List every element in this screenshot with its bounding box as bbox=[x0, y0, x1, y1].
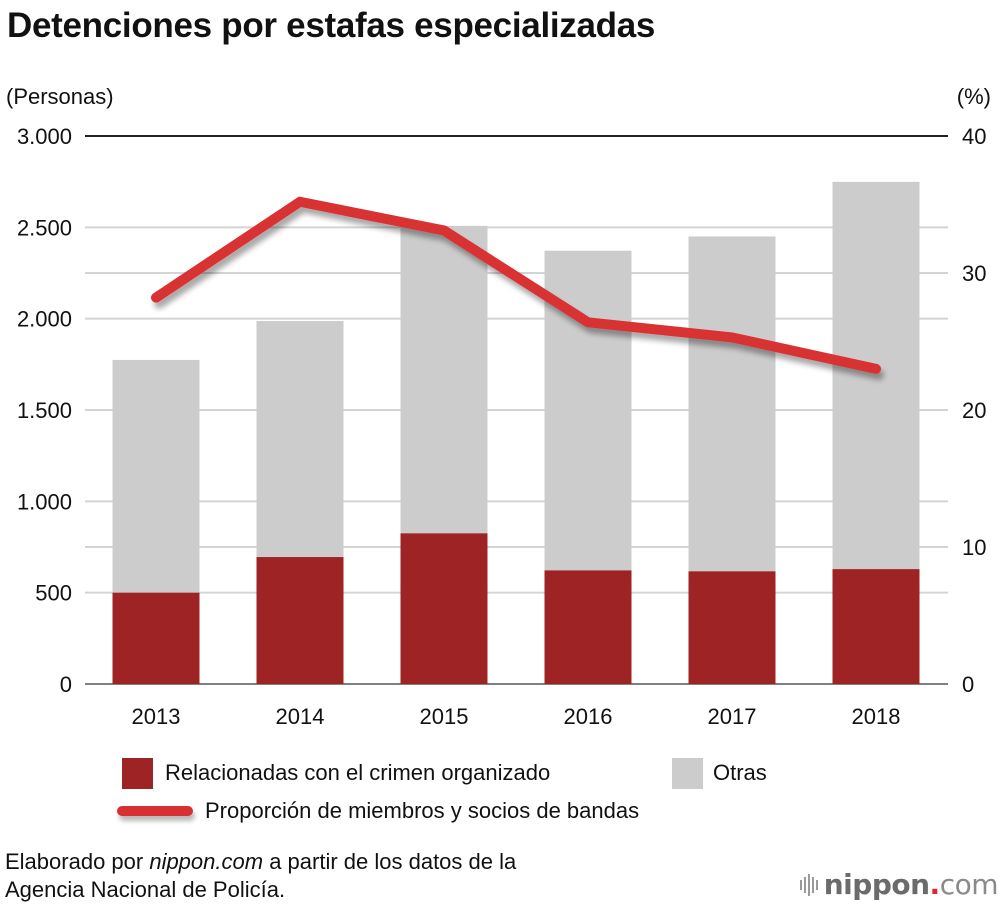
right-axis-unit: (%) bbox=[956, 84, 991, 109]
logo-tld: com bbox=[939, 868, 999, 901]
bar-others bbox=[112, 359, 200, 593]
x-tick-label: 2015 bbox=[420, 704, 469, 729]
y-tick-label: 0 bbox=[60, 672, 72, 697]
bar-organized bbox=[256, 557, 344, 684]
logo-name: nippon bbox=[823, 868, 930, 901]
x-tick-label: 2018 bbox=[852, 704, 901, 729]
x-tick-label: 2016 bbox=[564, 704, 613, 729]
bar-others bbox=[256, 321, 344, 558]
chart-canvas: 0 500 1.000 1.500 2.000 2.500 3.000 0 10 20 30 40 20… bbox=[17, 124, 987, 729]
nippon-logo: nippon.com bbox=[799, 868, 999, 901]
bar-organized bbox=[112, 592, 200, 684]
logo-dot: . bbox=[929, 868, 941, 901]
legend-swatch-others bbox=[672, 758, 703, 789]
y-tick-label: 500 bbox=[35, 581, 72, 606]
legend-swatch-organized bbox=[122, 758, 153, 789]
proportion-line-path bbox=[151, 196, 881, 374]
y-tick-label: 1.500 bbox=[17, 398, 72, 423]
source-prefix: Elaborado por bbox=[5, 849, 150, 874]
proportion-line bbox=[151, 196, 881, 374]
source-note: Elaborado por nippon.com a partir de los… bbox=[5, 848, 516, 904]
bar-others bbox=[688, 236, 776, 572]
y2-tick-label: 20 bbox=[962, 398, 986, 423]
y2-tick-label: 10 bbox=[962, 535, 986, 560]
y-tick-label: 3.000 bbox=[17, 124, 72, 149]
y2-tick-label: 30 bbox=[962, 261, 986, 286]
y-tick-label: 1.000 bbox=[17, 489, 72, 514]
y-tick-label: 2.000 bbox=[17, 307, 72, 332]
y-tick-label: 2.500 bbox=[17, 215, 72, 240]
chart-title: Detenciones por estafas especializadas bbox=[7, 6, 656, 45]
legend-label-organized: Relacionadas con el crimen organizado bbox=[165, 760, 551, 785]
x-tick-label: 2013 bbox=[132, 704, 181, 729]
source-suffix: a partir de los datos de la bbox=[263, 849, 517, 874]
legend-swatch-line bbox=[117, 806, 193, 816]
x-tick-label: 2014 bbox=[276, 704, 325, 729]
y2-tick-label: 0 bbox=[962, 672, 974, 697]
gridlines bbox=[85, 135, 948, 685]
source-site: nippon.com bbox=[149, 849, 264, 874]
axis-labels: 0 500 1.000 1.500 2.000 2.500 3.000 0 10 20 30 40 20… bbox=[17, 124, 987, 729]
bar-others bbox=[832, 181, 920, 570]
bar-organized bbox=[544, 570, 632, 684]
legend-label-others: Otras bbox=[713, 760, 767, 785]
source-line2: Agencia Nacional de Policía. bbox=[5, 877, 286, 902]
bar-others bbox=[400, 225, 488, 534]
bar-organized bbox=[832, 569, 920, 684]
bar-organized bbox=[688, 571, 776, 684]
left-axis-unit: (Personas) bbox=[6, 84, 114, 109]
x-tick-label: 2017 bbox=[708, 704, 757, 729]
logo-wordmark: nippon.com bbox=[823, 868, 999, 901]
legend-label-line: Proporción de miembros y socios de banda… bbox=[205, 798, 640, 823]
bars bbox=[112, 181, 920, 684]
y2-tick-label: 40 bbox=[962, 124, 986, 149]
bar-organized bbox=[400, 533, 488, 684]
logo-sound-bars-icon bbox=[799, 873, 818, 896]
